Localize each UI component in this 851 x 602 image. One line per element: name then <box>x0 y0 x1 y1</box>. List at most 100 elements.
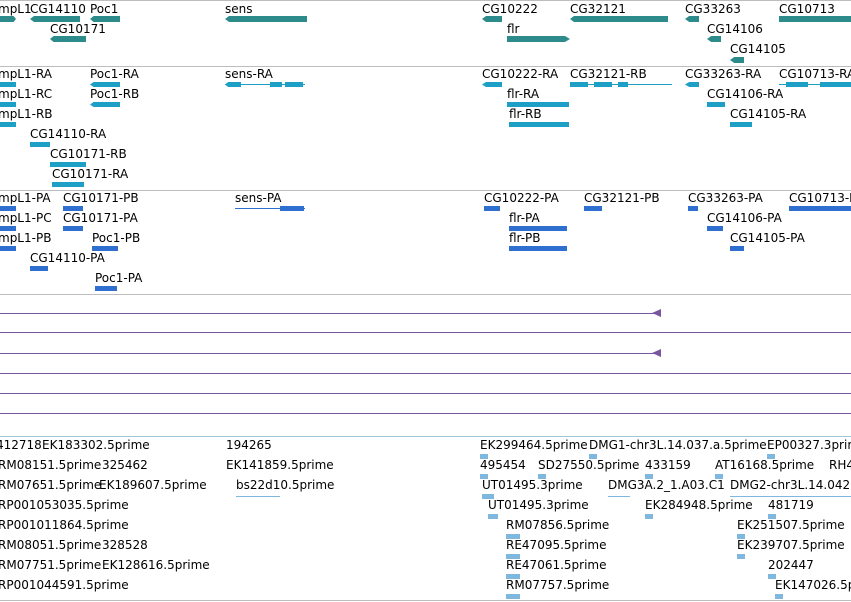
gene-feature[interactable] <box>482 16 502 22</box>
gene-label[interactable]: CG14106 <box>707 22 763 36</box>
gene-feature[interactable] <box>507 36 570 42</box>
protein-feature[interactable] <box>509 226 567 231</box>
transcript-label[interactable]: sens-RA <box>225 67 273 81</box>
gene-feature[interactable] <box>0 16 16 22</box>
est-label[interactable]: RM07751.5prime <box>0 558 102 572</box>
transcript-feature[interactable] <box>270 82 282 87</box>
est-feature[interactable] <box>737 554 745 559</box>
est-feature[interactable] <box>538 474 546 479</box>
est-feature[interactable] <box>775 594 783 599</box>
protein-feature[interactable] <box>0 246 16 251</box>
gene-feature[interactable] <box>225 16 307 22</box>
protein-feature[interactable] <box>0 206 16 211</box>
gene-label[interactable]: CG14105 <box>730 42 786 56</box>
transcript-feature[interactable] <box>820 82 851 87</box>
protein-feature[interactable] <box>688 206 698 211</box>
transcript-feature[interactable] <box>90 82 120 87</box>
transcript-feature[interactable] <box>285 82 303 87</box>
est-label[interactable]: EK141859.5prime <box>226 458 334 472</box>
est-feature[interactable] <box>767 454 775 459</box>
gene-feature[interactable] <box>570 16 668 22</box>
est-label[interactable]: RP001053035.5prime <box>0 498 129 512</box>
protein-label[interactable]: sens-PA <box>235 191 282 205</box>
est-label[interactable]: UT01495.3prime <box>482 478 583 492</box>
est-label[interactable]: EK147026.5prime <box>775 578 851 592</box>
gene-label[interactable]: Poc1 <box>90 2 119 16</box>
alignment-line[interactable] <box>0 413 851 414</box>
gene-feature[interactable] <box>90 16 120 22</box>
est-feature[interactable] <box>482 494 494 499</box>
protein-label[interactable]: mpL1-PC <box>0 211 52 225</box>
est-label[interactable]: RM07651.5prime <box>0 478 102 492</box>
est-feature[interactable] <box>768 574 776 579</box>
transcript-feature[interactable] <box>0 122 16 127</box>
gene-label[interactable]: CG10713 <box>779 2 835 16</box>
gene-label[interactable]: CG10171 <box>50 22 106 36</box>
est-feature[interactable] <box>715 474 723 479</box>
protein-feature[interactable] <box>63 206 83 211</box>
est-feature[interactable] <box>488 514 498 519</box>
est-label[interactable]: 433159 <box>645 458 691 472</box>
alignment-line[interactable] <box>0 373 851 374</box>
protein-label[interactable]: CG32121-PB <box>584 191 660 205</box>
est-feature[interactable] <box>480 454 488 459</box>
transcript-label[interactable]: Poc1-RB <box>90 87 140 101</box>
est-feature[interactable] <box>645 514 653 519</box>
transcript-feature[interactable] <box>52 182 84 187</box>
gene-label[interactable]: sens <box>225 2 253 16</box>
transcript-feature[interactable] <box>0 102 16 107</box>
gene-feature[interactable] <box>730 57 744 63</box>
est-label[interactable]: RM07757.5prime <box>506 578 610 592</box>
est-label[interactable]: RE47061.5prime <box>506 558 607 572</box>
transcript-label[interactable]: CG14106-RA <box>707 87 784 101</box>
transcript-feature[interactable] <box>685 82 699 87</box>
est-label[interactable]: EK189607.5prime <box>99 478 207 492</box>
est-feature[interactable] <box>645 474 653 479</box>
protein-feature[interactable] <box>730 246 744 251</box>
est-feature[interactable] <box>737 534 745 539</box>
transcript-label[interactable]: mpL1-RC <box>0 87 53 101</box>
transcript-label[interactable]: CG10713-RA <box>779 67 851 81</box>
protein-label[interactable]: mpL1-PB <box>0 231 52 245</box>
est-label[interactable]: EK128616.5prime <box>102 558 210 572</box>
protein-feature[interactable] <box>484 206 500 211</box>
est-label[interactable]: RH4 <box>829 458 851 472</box>
protein-label[interactable]: Poc1-PA <box>95 271 143 285</box>
est-label[interactable]: 481719 <box>768 498 814 512</box>
est-label[interactable]: EK239707.5prime <box>737 538 845 552</box>
protein-feature[interactable] <box>95 286 117 291</box>
transcript-feature[interactable] <box>618 82 628 87</box>
protein-label[interactable]: flr-PA <box>509 211 540 225</box>
est-feature[interactable] <box>506 574 520 579</box>
est-label[interactable]: 495454 <box>480 458 526 472</box>
est-feature[interactable] <box>506 554 520 559</box>
est-feature[interactable] <box>768 514 776 519</box>
est-label[interactable]: SD27550.5prime <box>538 458 640 472</box>
est-feature[interactable] <box>589 454 597 459</box>
transcript-feature[interactable] <box>225 82 241 87</box>
est-label[interactable]: RE47095.5prime <box>506 538 607 552</box>
est-label[interactable]: EK183302.5prime <box>42 438 150 452</box>
protein-label[interactable]: mpL1-PA <box>0 191 51 205</box>
transcript-label[interactable]: flr-RA <box>507 87 540 101</box>
transcript-label[interactable]: flr-RB <box>509 107 542 121</box>
est-label[interactable]: RM08151.5prime <box>0 458 102 472</box>
protein-label[interactable]: CG10171-PA <box>63 211 138 225</box>
transcript-label[interactable]: CG14110-RA <box>30 127 107 141</box>
gene-feature[interactable] <box>50 36 86 42</box>
est-label[interactable]: UT01495.3prime <box>488 498 589 512</box>
transcript-feature[interactable] <box>90 102 120 107</box>
gene-label[interactable]: mpL1 <box>0 2 32 16</box>
est-feature[interactable] <box>506 594 520 599</box>
transcript-label[interactable]: CG10171-RB <box>50 147 127 161</box>
est-label[interactable]: AT16168.5prime <box>715 458 815 472</box>
gene-feature[interactable] <box>30 16 80 22</box>
protein-feature[interactable] <box>63 226 83 231</box>
transcript-feature[interactable] <box>570 82 588 87</box>
transcript-feature[interactable] <box>509 122 569 127</box>
est-label[interactable]: EP00327.3prime <box>767 438 851 452</box>
protein-feature[interactable] <box>30 266 48 271</box>
transcript-label[interactable]: mpL1-RB <box>0 107 53 121</box>
protein-feature[interactable] <box>584 206 602 211</box>
gene-label[interactable]: CG32121 <box>570 2 626 16</box>
